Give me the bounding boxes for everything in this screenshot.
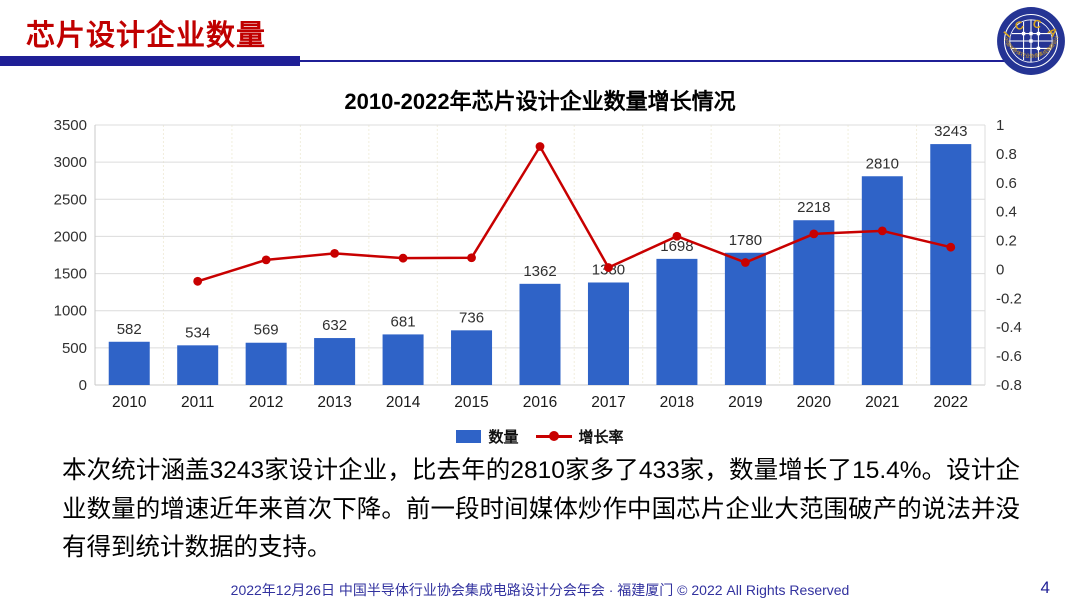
- bar-2020: [793, 220, 835, 385]
- growth-rate-line: [197, 144, 952, 283]
- x-axis-label-2013: 2013: [317, 394, 351, 411]
- bar-label-2013: 632: [322, 317, 347, 334]
- chart-legend: 数量 增长率: [0, 426, 1080, 447]
- bar-label-2022: 3243: [934, 123, 967, 140]
- header-rule-thin: [300, 60, 1038, 62]
- bar-label-2018: 1698: [660, 238, 693, 255]
- y-axis-right-tick: 0.4: [996, 204, 1017, 221]
- bar-2013: [314, 338, 356, 385]
- logo-ic-grid: [1009, 19, 1053, 63]
- y-axis-right-tick: 0.2: [996, 233, 1017, 250]
- legend-label-growth-rate: 增长率: [578, 429, 624, 446]
- bar-label-2012: 569: [254, 322, 279, 339]
- page-number: 4: [1040, 578, 1050, 597]
- growth-rate-point: [740, 258, 750, 267]
- y-axis-right-tick: 0: [996, 261, 1004, 278]
- bar-label-2010: 582: [117, 321, 142, 338]
- growth-rate-point: [604, 263, 613, 272]
- y-axis-left-tick: 1000: [54, 303, 87, 320]
- bar-2011: [177, 345, 219, 385]
- bar-2018: [656, 258, 698, 385]
- bar-label-2014: 681: [391, 313, 416, 330]
- growth-rate-point: [330, 249, 340, 258]
- growth-rate-point: [193, 276, 203, 286]
- y-axis-right-tick: -0.6: [996, 348, 1022, 365]
- y-axis-left-tick: 500: [62, 340, 87, 357]
- x-axis-label-2010: 2010: [112, 394, 147, 411]
- bar-label-2011: 534: [185, 324, 210, 341]
- x-axis-label-2019: 2019: [728, 394, 762, 411]
- growth-rate-point: [877, 226, 887, 236]
- bar-2010: [108, 341, 150, 385]
- x-axis-label-2014: 2014: [386, 394, 421, 411]
- y-axis-right-tick: 0.8: [996, 146, 1017, 163]
- footer-credit: 2022年12月26日 中国半导体行业协会集成电路设计分会年会 · 福建厦门 ©…: [230, 582, 850, 598]
- bar-label-2016: 1362: [523, 263, 556, 280]
- y-axis-left-tick: 3500: [54, 117, 87, 134]
- legend-label-quantity: 数量: [488, 429, 519, 446]
- y-axis-right-tick: -0.8: [996, 377, 1022, 394]
- growth-rate-point: [467, 253, 476, 263]
- growth-rate-point: [809, 229, 819, 239]
- y-axis-right-tick: 1: [996, 117, 1004, 134]
- header-rule-thick: [0, 56, 300, 66]
- growth-rate-point: [535, 142, 545, 151]
- combo-chart: 0 500 1000 1500 2000 2500 3000 3500 1 0.8 0.6 0.4 0.…: [54, 117, 1022, 411]
- growth-rate-point: [672, 231, 682, 241]
- y-axis-left-tick: 0: [79, 377, 87, 394]
- x-axis-label-2020: 2020: [797, 394, 832, 411]
- bar-label-2021: 2810: [866, 155, 899, 172]
- iccad-logo-icon: I C C A D 中国半导体行业协会集成电路设计分会: [996, 6, 1065, 75]
- growth-rate-point: [261, 255, 271, 265]
- x-axis-label-2018: 2018: [660, 394, 694, 411]
- y-axis-left-tick: 1500: [54, 266, 87, 283]
- summary-paragraph: 本次统计涵盖3243家设计企业，比去年的2810家多了433家，数量增长了15.…: [62, 457, 1020, 561]
- bar-2017: [587, 282, 629, 385]
- x-axis-label-2011: 2011: [181, 394, 214, 411]
- y-axis-left-tick: 2000: [54, 228, 87, 245]
- x-axis-label-2017: 2017: [591, 394, 625, 411]
- y-axis-right-tick: -0.2: [996, 290, 1022, 307]
- bar-2021: [861, 176, 903, 385]
- y-axis-right-tick: -0.4: [996, 319, 1022, 336]
- x-axis-label-2015: 2015: [454, 394, 488, 411]
- bar-2014: [382, 334, 424, 385]
- x-axis-label-2012: 2012: [249, 394, 283, 411]
- bar-2012: [245, 342, 287, 385]
- y-axis-left-tick: 2500: [54, 191, 87, 208]
- growth-rate-point: [398, 253, 408, 263]
- bar-label-2020: 2218: [797, 199, 830, 216]
- y-axis-left-tick: 3000: [54, 154, 87, 171]
- bar-2016: [519, 283, 561, 385]
- growth-rate-point: [946, 242, 956, 252]
- x-axis-label-2022: 2022: [934, 394, 968, 411]
- legend-line-marker-icon: [535, 431, 572, 442]
- bar-2019: [724, 252, 766, 385]
- x-axis-label-2016: 2016: [523, 394, 557, 411]
- logo-ic-nodes: [1021, 31, 1041, 51]
- bar-label-2015: 736: [459, 309, 484, 326]
- bar-2022: [930, 144, 972, 385]
- bar-2015: [451, 330, 493, 385]
- legend-bar-swatch-icon: [456, 430, 482, 443]
- x-axis-label-2021: 2021: [865, 394, 899, 411]
- chart-title: 2010-2022年芯片设计企业数量增长情况: [344, 89, 736, 114]
- y-axis-right-tick: 0.6: [996, 175, 1017, 192]
- bar-label-2019: 1780: [729, 232, 762, 249]
- page-title: 芯片设计企业数量: [26, 20, 267, 52]
